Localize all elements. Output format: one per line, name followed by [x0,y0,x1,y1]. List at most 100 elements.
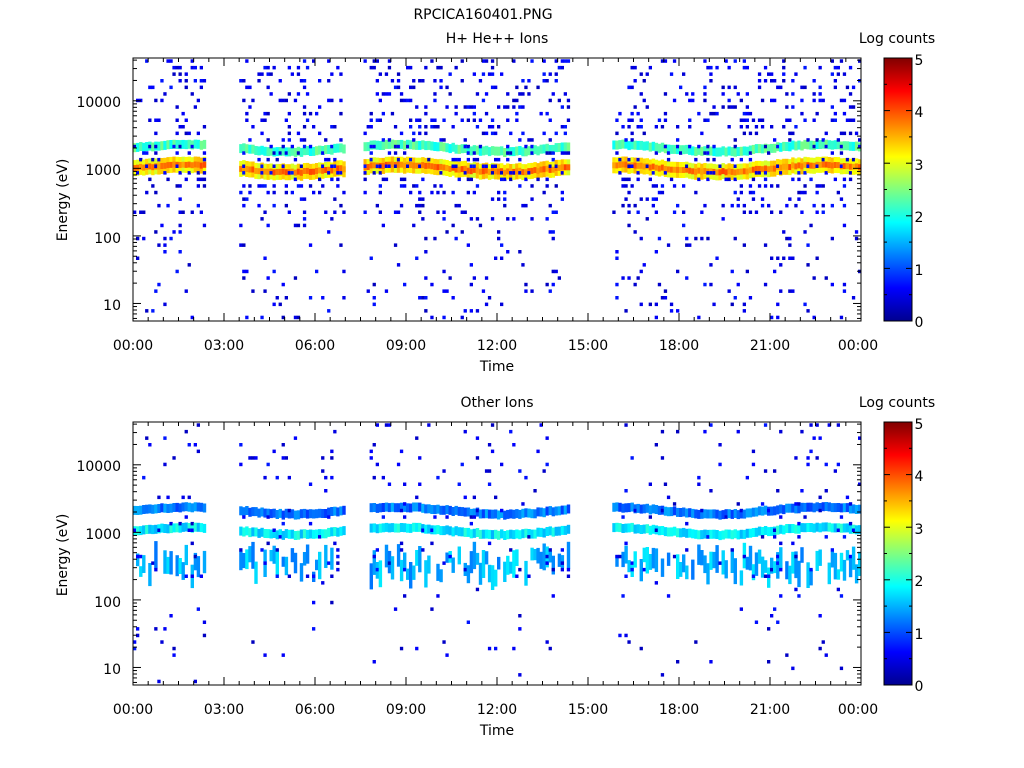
spectrogram-band-cell [324,145,328,155]
spectrogram-noise-cell [290,72,294,76]
spectrogram-noise-cell [848,118,853,122]
spectrogram-noise-cell [767,574,771,578]
spectrogram-band-cell [688,145,692,155]
spectrogram-noise-cell [848,131,853,136]
spectrogram-noise-cell [779,171,783,175]
spectrogram-band-cell [251,541,255,569]
spectrogram-noise-cell [442,138,446,142]
spectrogram-band-cell [281,530,285,540]
spectrogram-band-cell [800,163,804,170]
spectrogram-noise-cell [767,151,771,155]
spectrogram-band-cell [669,507,674,517]
spectrogram-noise-cell [396,72,401,76]
spectrogram-band-cell [448,166,452,172]
spectrogram-noise-cell [506,250,510,254]
spectrogram-noise-cell [782,230,786,234]
spectrogram-band-cell [284,508,289,518]
spectrogram-noise-cell [403,482,407,486]
spectrogram-band-cell [624,545,628,564]
spectrogram-noise-cell [773,138,777,142]
spectrogram-noise-cell [378,164,382,168]
spectrogram-band-cell [269,529,273,539]
spectrogram-noise-cell [545,554,549,559]
spectrogram-noise-cell [500,302,504,307]
spectrogram-band-cell [497,556,501,570]
spectrogram-noise-cell [703,59,707,63]
spectrogram-band-cell [848,163,853,170]
spectrogram-noise-cell [160,640,164,644]
x-tick-label: 03:00 [204,702,244,718]
spectrogram-noise-cell [518,627,522,631]
spectrogram-noise-cell [615,282,619,287]
spectrogram-noise-cell [369,449,373,454]
spectrogram-noise-cell [387,561,392,565]
spectrogram-noise-cell [748,296,753,300]
spectrogram-band-cell [639,525,643,534]
spectrogram-noise-cell [739,190,743,195]
spectrogram-band-cell [651,547,656,569]
spectrogram-noise-cell [472,515,476,519]
spectrogram-noise-cell [782,72,786,76]
spectrogram-noise-cell [745,111,749,116]
x-tick-label: 15:00 [568,338,608,354]
spectrogram-noise-cell [251,125,255,129]
spectrogram-noise-cell [263,210,267,214]
spectrogram-band-cell [539,166,543,173]
spectrogram-band-cell [451,507,455,516]
spectrogram-noise-cell [245,59,249,63]
spectrogram-noise-cell [770,567,774,572]
spectrogram-band-cell [521,508,525,518]
spectrogram-noise-cell [308,482,313,486]
spectrogram-band-cell [433,163,437,170]
spectrogram-band-cell [487,529,492,539]
spectrogram-band-cell [312,168,316,175]
spectrogram-noise-cell [724,515,728,519]
spectrogram-noise-cell [445,230,449,234]
spectrogram-noise-cell [272,184,276,188]
spectrogram-noise-cell [521,105,525,109]
spectrogram-band-cell [154,504,158,514]
spectrogram-noise-cell [166,177,170,182]
spectrogram-band-cell [630,502,634,512]
x-ticks [132,422,862,685]
spectrogram-band-cell [263,146,267,156]
spectrogram-noise-cell [296,65,301,70]
spectrogram-noise-cell [372,660,376,664]
spectrogram-noise-cell [163,302,167,307]
spectrogram-band-cell [375,503,380,513]
spectrogram-band-cell [676,166,680,173]
spectrogram-noise-cell [812,315,816,320]
spectrogram-noise-cell [627,276,631,280]
spectrogram-band-cell [557,143,562,152]
spectrogram-noise-cell [663,144,668,149]
spectrogram-band-cell [166,162,170,169]
spectrogram-band-cell [324,544,328,568]
spectrogram-noise-cell [757,184,762,188]
spectrogram-band-cell [518,167,522,174]
spectrogram-noise-cell [566,105,571,109]
spectrogram-band-cell [278,508,282,518]
spectrogram-noise-cell [278,79,282,83]
spectrogram-noise-cell [809,449,813,454]
spectrogram-noise-cell [739,157,743,162]
spectrogram-noise-cell [727,98,731,103]
spectrogram-band-cell [854,163,859,170]
spectrogram-noise-cell [424,296,428,300]
spectrogram-noise-cell [336,567,340,572]
spectrogram-band-cell [815,502,819,512]
spectrogram-noise-cell [133,528,137,532]
spectrogram-noise-cell [318,105,322,109]
spectrogram-noise-cell [490,164,495,168]
spectrogram-noise-cell [709,489,713,493]
spectrogram-noise-cell [763,65,768,70]
spectrogram-noise-cell [742,554,746,559]
spectrogram-noise-cell [524,282,528,287]
spectrogram-band-cell [202,161,207,168]
spectrogram-band-cell [515,549,519,566]
x-tick-label: 09:00 [386,702,426,718]
spectrogram-band-cell [636,162,640,169]
spectrogram-noise-cell [739,98,743,103]
spectrogram-noise-cell [487,72,492,76]
spectrogram-noise-cell [436,210,440,214]
spectrogram-noise-cell [800,190,804,195]
